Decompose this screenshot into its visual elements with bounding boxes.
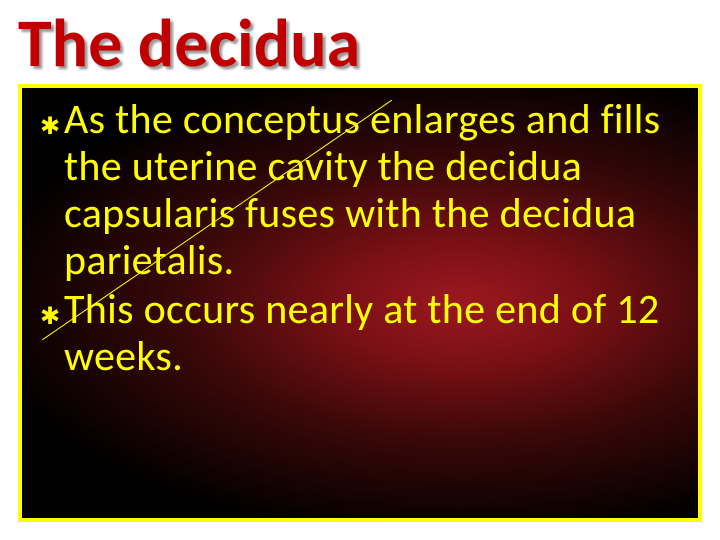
bullet-text: As the conceptus enlarges and fills the …	[64, 94, 660, 286]
bullet-item: ✱ This occurs nearly at the end of 12 we…	[36, 286, 684, 380]
bullet-text: This occurs nearly at the end of 12 week…	[64, 284, 659, 382]
content-box: ✱ As the conceptus enlarges and fills th…	[18, 84, 702, 522]
bullet-marker-icon: ✱	[40, 304, 60, 331]
slide-container: The decidua ✱ As the conceptus enlarges …	[0, 0, 720, 540]
bullet-marker-icon: ✱	[40, 114, 60, 141]
bullet-item: ✱ As the conceptus enlarges and fills th…	[36, 96, 684, 284]
slide-title: The decidua	[18, 10, 702, 78]
